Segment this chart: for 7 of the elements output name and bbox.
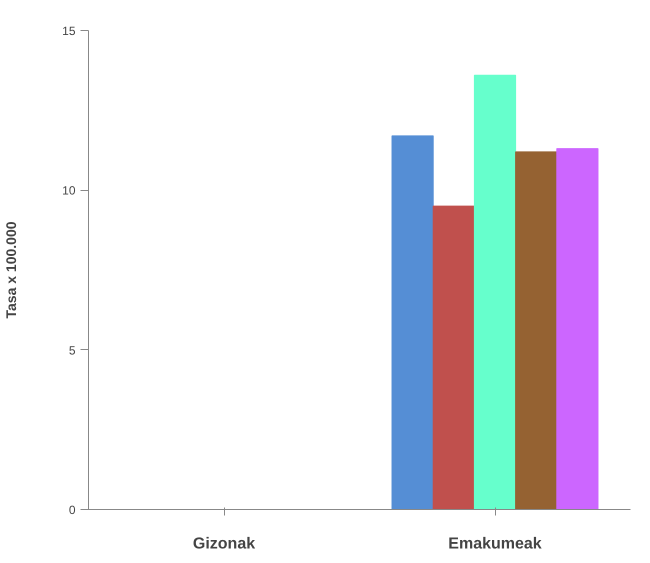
x-tick-label: Emakumeak bbox=[448, 536, 542, 552]
x-tick-label: Gizonak bbox=[192, 536, 256, 552]
y-axis-title: Tasa x 100.000 bbox=[3, 221, 20, 319]
y-tick-label: 5 bbox=[68, 343, 76, 358]
y-tick-label: 0 bbox=[68, 503, 76, 517]
y-tick-label: 15 bbox=[62, 24, 76, 38]
y-tick-label: 10 bbox=[62, 184, 76, 198]
